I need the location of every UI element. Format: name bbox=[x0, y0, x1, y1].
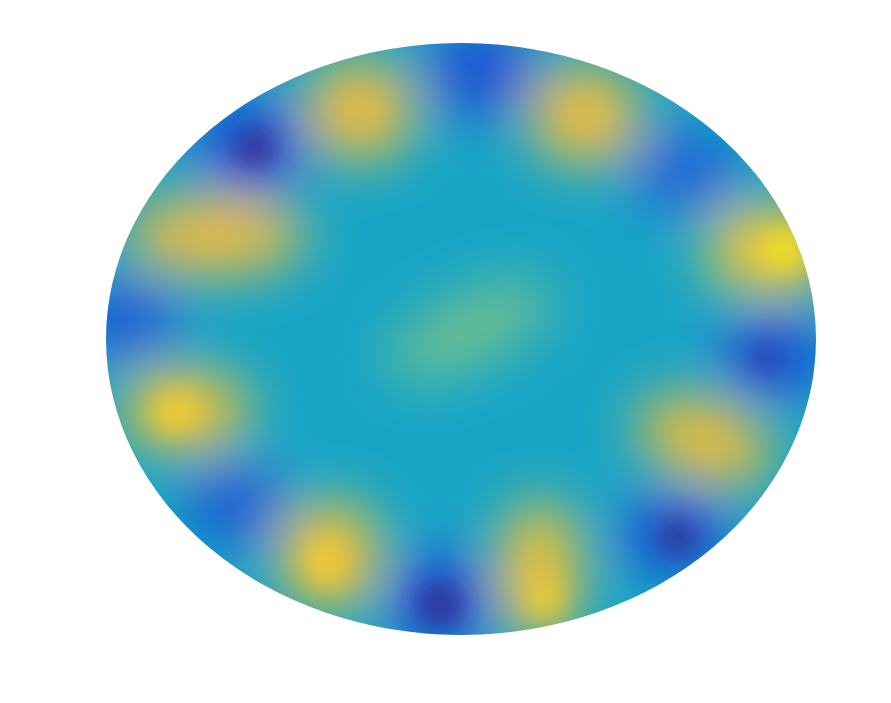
field bbox=[106, 43, 816, 635]
extrema bbox=[157, 130, 803, 625]
disk bbox=[106, 43, 816, 635]
